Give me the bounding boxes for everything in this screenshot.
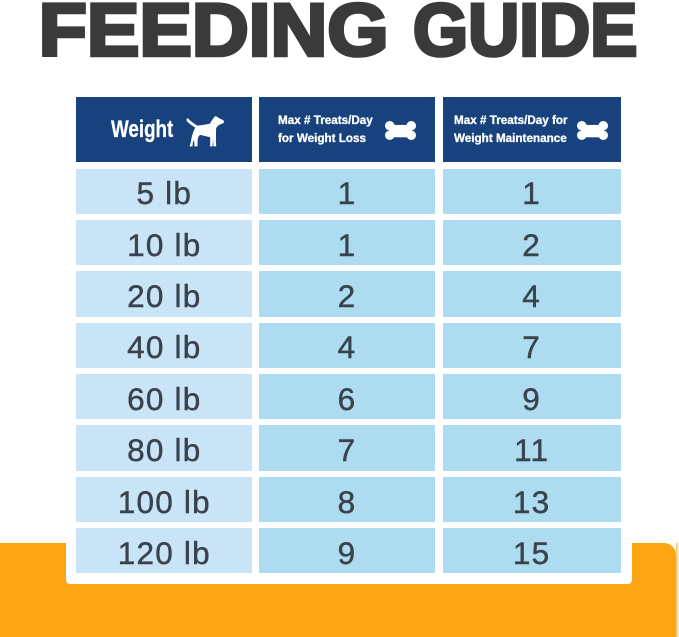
svg-text:FEEDING: FEEDING [39,0,389,72]
svg-text:GUIDE: GUIDE [413,0,637,72]
